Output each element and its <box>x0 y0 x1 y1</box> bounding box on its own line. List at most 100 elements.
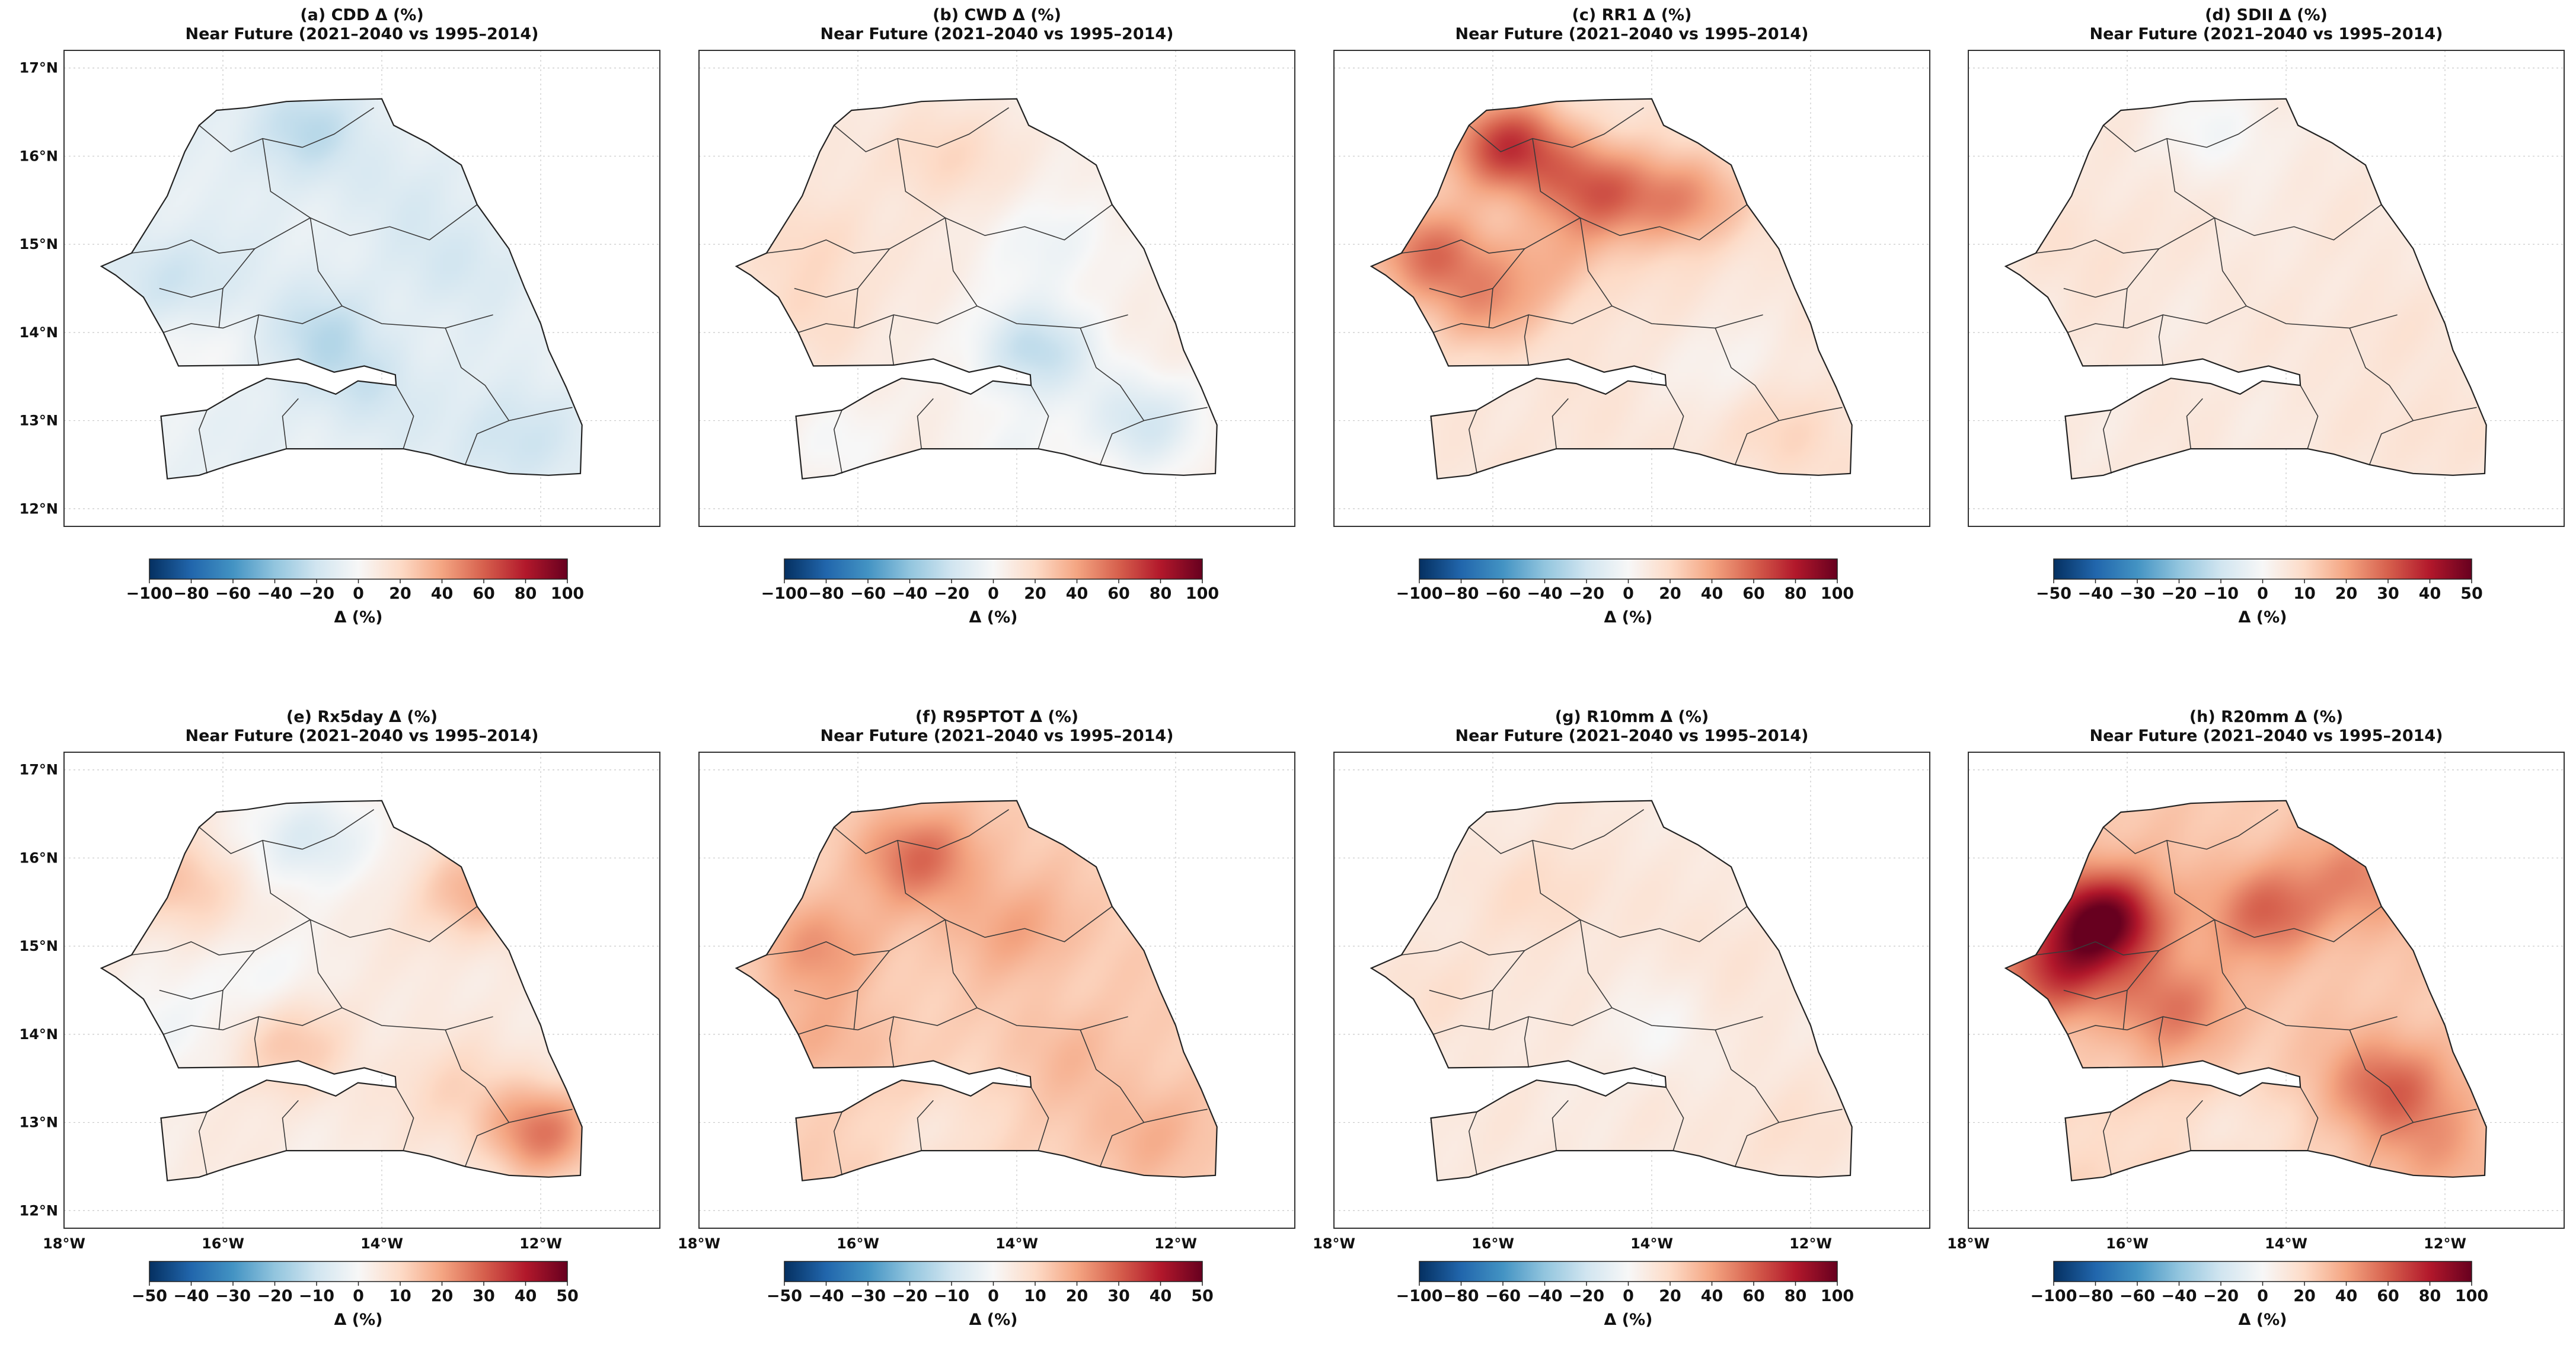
panel-b-title: (b) CWD Δ (%) <box>933 6 1061 24</box>
admin-boundary <box>853 288 858 328</box>
colorbar-tick-label: −40 <box>257 584 292 603</box>
colorbar-tick-label: 40 <box>1066 584 1089 603</box>
colorbar-tick-label: 60 <box>1742 584 1765 603</box>
admin-boundary <box>445 1030 510 1123</box>
colorbar-tick-label: 10 <box>2293 584 2316 603</box>
colorbar-tick-label: 80 <box>515 584 537 603</box>
colorbar-tick-label: 60 <box>473 584 495 603</box>
admin-boundary <box>1579 218 1763 329</box>
lon-tick-label: 18°W <box>1947 1235 1990 1252</box>
panel-a-subtitle: Near Future (2021–2040 vs 1995–2014) <box>185 25 538 43</box>
colorbar-tick-label: −10 <box>299 1287 334 1305</box>
panel-b-colorbar <box>784 558 1203 580</box>
lat-tick-label: 13°N <box>20 1114 58 1131</box>
colorbar-tick-label: −40 <box>2077 584 2113 603</box>
panel-c-colorbar <box>1419 558 1838 580</box>
admin-boundary <box>262 840 478 943</box>
colorbar-tick-label: 100 <box>551 584 584 603</box>
admin-boundary <box>2035 919 2215 956</box>
lon-tick-label: 18°W <box>43 1235 85 1252</box>
admin-boundary <box>798 1007 978 1035</box>
admin-boundary <box>2158 314 2164 366</box>
colorbar-tick-label: −60 <box>215 584 251 603</box>
admin-boundary <box>159 248 256 298</box>
admin-boundary <box>2067 1007 2247 1035</box>
admin-boundary <box>2122 288 2128 328</box>
panel-a-title: (a) CDD Δ (%) <box>300 6 423 24</box>
admin-boundary <box>163 305 343 333</box>
colorbar-label: Δ (%) <box>334 1311 382 1329</box>
country-outline <box>1370 98 1853 480</box>
admin-boundary <box>163 1007 343 1035</box>
admin-boundary <box>254 1016 260 1068</box>
admin-boundary <box>2035 217 2215 254</box>
admin-boundary <box>131 217 311 254</box>
admin-boundary <box>1433 1007 1613 1035</box>
lon-tick-label: 14°W <box>1630 1235 1673 1252</box>
colorbar-tick-label: 80 <box>1785 584 1807 603</box>
admin-boundary <box>944 919 1128 1031</box>
lat-tick-label: 15°N <box>20 236 58 253</box>
lat-tick-label: 17°N <box>20 762 58 778</box>
colorbar-tick-label: 60 <box>1107 584 1130 603</box>
admin-boundary <box>218 288 224 328</box>
admin-boundary <box>198 1111 208 1175</box>
admin-boundary <box>2122 990 2128 1030</box>
panel-d-subtitle: Near Future (2021–2040 vs 1995–2014) <box>2089 25 2443 43</box>
colorbar-tick-label: −80 <box>2077 1287 2113 1305</box>
colorbar-tick-label: 20 <box>431 1287 454 1305</box>
lon-tick-label: 18°W <box>678 1235 720 1252</box>
colorbar-tick-label: −80 <box>808 584 844 603</box>
colorbar-tick-label: 40 <box>2419 584 2441 603</box>
admin-boundary <box>2214 919 2398 1031</box>
admin-boundary <box>794 950 890 1000</box>
admin-boundary <box>794 248 890 298</box>
admin-boundary <box>944 218 1128 329</box>
colorbar-tick-label: 30 <box>2377 584 2399 603</box>
lon-tick-label: 12°W <box>2424 1235 2466 1252</box>
colorbar-tick-label: −50 <box>132 1287 167 1305</box>
colorbar-tick-label: 80 <box>2419 1287 2441 1305</box>
admin-boundary <box>2103 107 2279 152</box>
admin-boundary <box>1665 385 1684 449</box>
country-outline <box>1370 800 1853 1181</box>
admin-boundary <box>1579 919 1763 1031</box>
colorbar-tick-label: −40 <box>892 584 927 603</box>
admin-boundary <box>2214 218 2398 329</box>
admin-boundary <box>833 1111 842 1175</box>
admin-boundary <box>2158 1016 2164 1068</box>
admin-boundary <box>834 107 1010 152</box>
admin-boundary <box>282 1100 299 1151</box>
country-outline <box>2004 98 2487 480</box>
admin-boundary <box>262 138 478 241</box>
lat-tick-label: 16°N <box>20 849 58 866</box>
country-outline <box>100 98 583 480</box>
colorbar-tick-label: 40 <box>1701 584 1723 603</box>
colorbar-tick-label: −30 <box>2119 584 2155 603</box>
colorbar-tick-label: 20 <box>1659 1287 1681 1305</box>
colorbar-tick-label: −40 <box>808 1287 844 1305</box>
colorbar-tick-label: 20 <box>2335 584 2358 603</box>
admin-boundary <box>254 314 260 366</box>
admin-boundary <box>1469 107 1645 152</box>
admin-boundary <box>199 809 375 854</box>
admin-boundary <box>2349 1030 2414 1123</box>
admin-boundary <box>917 1100 934 1151</box>
colorbar-tick-label: 20 <box>2293 1287 2316 1305</box>
admin-boundary <box>897 840 1113 943</box>
panel-g-subtitle: Near Future (2021–2040 vs 1995–2014) <box>1455 727 1808 745</box>
colorbar-tick-label: 0 <box>353 1287 364 1305</box>
admin-boundary <box>1429 248 1525 298</box>
admin-boundary <box>1524 1016 1530 1068</box>
lon-tick-label: 16°W <box>1471 1235 1514 1252</box>
admin-boundary <box>853 990 858 1030</box>
colorbar-tick-label: 50 <box>556 1287 579 1305</box>
colorbar-tick-label: 0 <box>2257 584 2268 603</box>
admin-boundary <box>889 1016 895 1068</box>
colorbar-tick-label: 40 <box>1701 1287 1723 1305</box>
colorbar-tick-label: −20 <box>2203 1287 2239 1305</box>
colorbar-tick-label: 100 <box>1186 584 1219 603</box>
admin-boundary <box>2103 809 2279 854</box>
admin-boundary <box>131 919 311 956</box>
